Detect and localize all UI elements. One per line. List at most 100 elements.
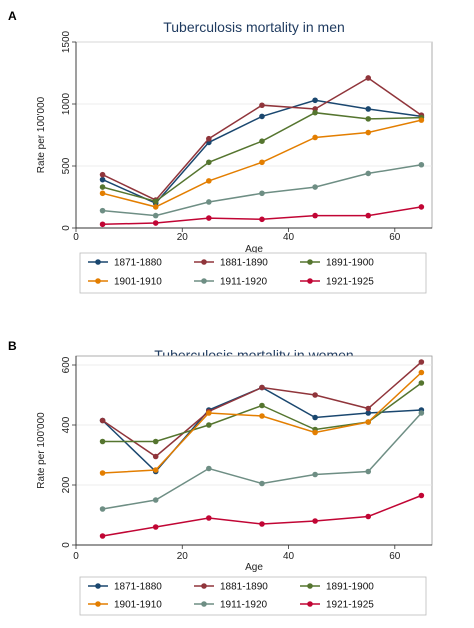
data-point (99, 171, 106, 178)
data-point (259, 216, 265, 223)
data-point (206, 465, 212, 472)
x-tick-label: 40 (283, 232, 295, 243)
legend-label: 1871-1880 (114, 582, 162, 593)
data-point (418, 492, 425, 499)
data-point (365, 513, 372, 520)
data-point (418, 117, 425, 123)
data-point (365, 75, 372, 81)
series-1901-1910 (99, 369, 425, 476)
legend: 1871-1880 1881-1890 1891-1900 1901-1910 1911… (79, 252, 427, 294)
legend-label: 1921-1925 (326, 600, 374, 611)
legend-label: 1891-1900 (326, 258, 374, 269)
data-point (365, 405, 372, 412)
legend-swatch-marker (201, 278, 207, 284)
data-point (206, 178, 212, 184)
data-point (152, 497, 159, 503)
legend-swatch-marker (307, 278, 313, 284)
data-point (259, 190, 265, 197)
data-point (312, 414, 318, 421)
legend-swatch-marker (201, 583, 207, 589)
data-point (365, 116, 372, 122)
data-point (206, 215, 212, 221)
data-point (152, 438, 159, 445)
legend-item: 1911-1920 (194, 600, 268, 611)
chart-panel-a: A Tuberculosis mortality in men 0 500 1000 15… (8, 9, 433, 294)
legend-swatch-marker (95, 601, 101, 607)
legend-label: 1871-1880 (114, 258, 162, 269)
legend-item: 1921-1925 (300, 277, 374, 288)
legend-item: 1901-1910 (88, 600, 162, 611)
data-point (259, 102, 265, 109)
legend-swatch-marker (307, 601, 313, 607)
y-axis-title: Rate per 100'000 (36, 412, 47, 489)
data-point (206, 515, 212, 521)
data-point (312, 518, 318, 524)
data-point (259, 413, 265, 419)
legend-swatch-marker (95, 278, 101, 284)
data-point (99, 470, 106, 476)
x-tick-label: 60 (389, 551, 401, 562)
data-point (99, 417, 106, 424)
data-point (152, 198, 159, 205)
y-axis-title: Rate per 100'000 (36, 96, 47, 173)
y-tick-label: 400 (61, 416, 72, 433)
x-axis-title: Age (245, 562, 263, 573)
legend-label: 1881-1890 (220, 582, 268, 593)
legend: 1871-1880 1881-1890 1891-1900 1901-1910 1911… (79, 576, 427, 616)
x-tick-label: 20 (177, 232, 189, 243)
data-point (99, 207, 106, 214)
data-point (206, 422, 212, 428)
legend-swatch-marker (95, 259, 101, 265)
plot-area (75, 41, 433, 229)
data-point (99, 533, 106, 539)
legend-item: 1871-1880 (88, 582, 162, 593)
data-point (365, 212, 372, 219)
series-1921-1925 (99, 492, 425, 539)
y-tick-label: 1000 (61, 92, 72, 115)
data-point (99, 438, 106, 445)
data-point (259, 159, 265, 166)
chart-title: Tuberculosis mortality in men (163, 19, 345, 35)
series-1921-1925 (99, 204, 425, 228)
x-axis-title: Age (245, 244, 263, 255)
legend-item: 1901-1910 (88, 277, 162, 288)
data-point (312, 429, 318, 436)
data-point (152, 524, 159, 530)
data-point (312, 97, 318, 104)
data-point (206, 410, 212, 416)
legend-swatch-marker (201, 601, 207, 607)
legend-swatch-marker (307, 583, 313, 589)
legend-label: 1911-1920 (220, 600, 268, 611)
y-tick-label: 500 (61, 157, 72, 174)
y-tick-label: 0 (61, 225, 72, 231)
legend-swatch-marker (201, 259, 207, 265)
data-point (365, 468, 372, 475)
panel-letter: A (8, 9, 17, 23)
legend-swatch-marker (95, 583, 101, 589)
data-point (206, 135, 212, 142)
data-point (312, 184, 318, 190)
y-tick-label: 0 (61, 542, 72, 548)
data-point (259, 480, 265, 487)
data-point (259, 138, 265, 144)
x-tick-label: 60 (389, 232, 401, 243)
series-1881-1890 (99, 359, 425, 460)
data-point (312, 392, 318, 398)
data-point (365, 129, 372, 136)
data-point (99, 221, 106, 228)
data-point (259, 384, 265, 391)
data-point (259, 402, 265, 409)
legend-swatch-marker (307, 259, 313, 265)
legend-item: 1891-1900 (300, 258, 374, 269)
data-point (259, 521, 265, 527)
data-point (152, 212, 159, 219)
legend-item: 1921-1925 (300, 600, 374, 611)
plot-area (75, 355, 433, 546)
legend-box (79, 252, 427, 294)
data-point (418, 161, 425, 168)
series-1901-1910 (99, 117, 425, 210)
data-point (365, 419, 372, 425)
data-point (259, 113, 265, 120)
panel-letter: B (8, 339, 17, 353)
